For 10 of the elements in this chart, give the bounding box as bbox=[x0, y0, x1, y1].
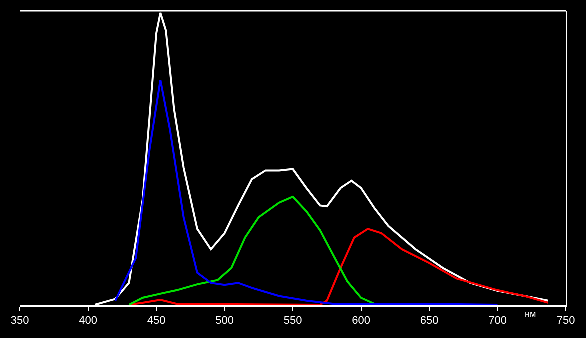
x-tick-label: 450 bbox=[147, 314, 166, 327]
x-tick-label: 700 bbox=[488, 314, 507, 327]
x-tick-label: 350 bbox=[10, 314, 30, 327]
x-tick-label: 650 bbox=[420, 314, 439, 327]
x-axis-title: нм bbox=[525, 309, 536, 319]
x-tick-label: 550 bbox=[284, 314, 302, 327]
x-tick-label: 400 bbox=[79, 314, 98, 327]
x-tick-label: 600 bbox=[352, 314, 370, 327]
x-tick-label: 750 bbox=[556, 314, 576, 327]
x-tick-label: 500 bbox=[216, 314, 234, 327]
